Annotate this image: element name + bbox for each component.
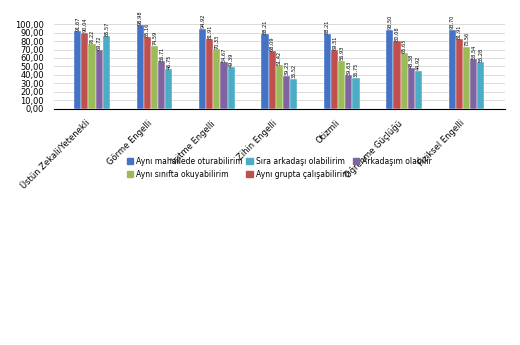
Bar bbox=[268, 51, 276, 109]
Bar bbox=[477, 62, 485, 109]
Text: 94,92: 94,92 bbox=[200, 14, 205, 28]
Text: 69,72: 69,72 bbox=[97, 35, 102, 50]
Text: 93,50: 93,50 bbox=[387, 15, 392, 29]
Bar bbox=[338, 61, 345, 109]
Bar bbox=[74, 31, 81, 109]
Bar bbox=[386, 30, 393, 109]
Bar bbox=[88, 44, 96, 109]
Text: 49,39: 49,39 bbox=[229, 52, 234, 67]
Text: 65,65: 65,65 bbox=[401, 39, 407, 53]
Bar bbox=[331, 50, 338, 109]
Text: 85,57: 85,57 bbox=[104, 22, 109, 36]
Bar bbox=[456, 39, 463, 109]
Text: 93,70: 93,70 bbox=[450, 15, 454, 29]
Bar bbox=[213, 49, 220, 109]
Bar bbox=[345, 75, 353, 109]
Legend: Aynı mahallede oturabilirim, Aynı sınıfta okuyabilirim, Sıra arkadaşı olabilirim: Aynı mahallede oturabilirim, Aynı sınıft… bbox=[124, 154, 435, 182]
Bar bbox=[276, 65, 283, 109]
Bar bbox=[324, 34, 331, 109]
Bar bbox=[137, 25, 144, 109]
Bar bbox=[470, 59, 477, 109]
Bar bbox=[220, 62, 228, 109]
Bar bbox=[206, 39, 213, 109]
Text: 54,67: 54,67 bbox=[222, 48, 227, 62]
Text: 81,91: 81,91 bbox=[457, 25, 462, 39]
Text: 51,42: 51,42 bbox=[277, 51, 282, 65]
Bar bbox=[415, 71, 422, 109]
Text: 91,67: 91,67 bbox=[75, 17, 80, 31]
Text: 69,51: 69,51 bbox=[332, 35, 337, 50]
Bar bbox=[283, 76, 290, 109]
Text: 74,59: 74,59 bbox=[152, 31, 157, 46]
Text: 88,21: 88,21 bbox=[325, 20, 330, 34]
Text: 76,22: 76,22 bbox=[89, 30, 95, 44]
Text: 35,52: 35,52 bbox=[291, 64, 296, 78]
Text: 39,23: 39,23 bbox=[284, 61, 289, 75]
Text: 36,75: 36,75 bbox=[354, 63, 359, 77]
Bar bbox=[400, 53, 408, 109]
Bar bbox=[144, 37, 151, 109]
Bar bbox=[290, 79, 297, 109]
Text: 44,92: 44,92 bbox=[416, 56, 421, 70]
Bar bbox=[165, 69, 173, 109]
Text: 48,38: 48,38 bbox=[409, 53, 414, 68]
Text: 98,98: 98,98 bbox=[138, 10, 142, 25]
Bar bbox=[228, 67, 235, 109]
Bar bbox=[408, 68, 415, 109]
Text: 85,16: 85,16 bbox=[145, 22, 150, 37]
Text: 80,08: 80,08 bbox=[395, 26, 399, 41]
Bar bbox=[262, 34, 268, 109]
Text: 73,56: 73,56 bbox=[464, 32, 469, 46]
Bar bbox=[158, 61, 165, 109]
Text: 46,75: 46,75 bbox=[166, 55, 171, 69]
Text: 56,93: 56,93 bbox=[339, 46, 344, 60]
Bar bbox=[96, 50, 103, 109]
Text: 55,28: 55,28 bbox=[478, 48, 484, 62]
Text: 56,71: 56,71 bbox=[159, 46, 164, 60]
Bar bbox=[151, 46, 158, 109]
Bar bbox=[103, 37, 110, 109]
Bar bbox=[393, 41, 400, 109]
Bar bbox=[199, 29, 206, 109]
Text: 81,91: 81,91 bbox=[207, 25, 212, 39]
Text: 88,21: 88,21 bbox=[263, 20, 267, 34]
Text: 90,04: 90,04 bbox=[82, 18, 87, 32]
Text: 39,63: 39,63 bbox=[346, 61, 352, 75]
Text: 70,33: 70,33 bbox=[214, 35, 219, 49]
Bar bbox=[353, 78, 360, 109]
Text: 58,54: 58,54 bbox=[471, 45, 476, 59]
Bar bbox=[81, 33, 88, 109]
Bar bbox=[449, 30, 456, 109]
Text: 68,09: 68,09 bbox=[270, 36, 275, 51]
Bar bbox=[463, 47, 470, 109]
